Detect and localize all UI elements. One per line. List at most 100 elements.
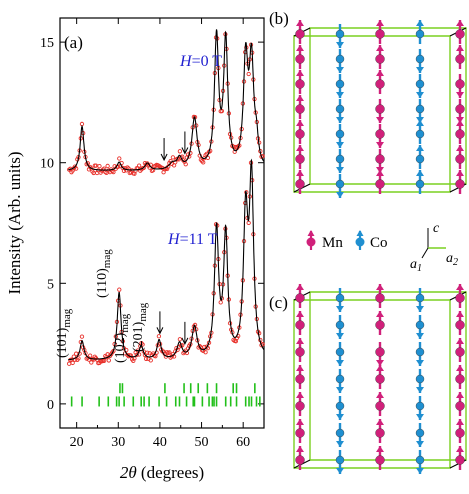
axis-ticks: 20 30 40 50 60 0 5 10 15: [40, 18, 265, 450]
co-atom: [415, 347, 425, 357]
mn-spin-head: [296, 338, 304, 344]
co-spin-head: [336, 42, 344, 48]
co-spin-head: [336, 441, 344, 447]
mn-atom: [455, 374, 465, 384]
mn-spin-head: [456, 419, 464, 425]
legend-co-arrow-head: [356, 230, 364, 236]
mn-spin-head: [456, 338, 464, 344]
co-atom: [335, 428, 345, 438]
co-atom: [415, 428, 425, 438]
axis-c-label: c: [433, 221, 440, 236]
co-atom: [415, 293, 425, 303]
legend: Mn Co c a1 a2: [306, 221, 458, 274]
mn-spin-head: [376, 365, 384, 371]
legend-co-label: Co: [370, 235, 388, 251]
mn-atom: [455, 104, 465, 114]
mn-spin-head: [376, 170, 384, 176]
observed-point: [218, 300, 223, 305]
mn-spin-head: [296, 70, 304, 76]
observed-point: [111, 169, 116, 175]
co-atom: [415, 129, 425, 139]
unit-cell-face: [309, 291, 467, 461]
co-spin-head: [416, 92, 424, 98]
observed-point: [79, 334, 85, 339]
co-spin-head: [336, 67, 344, 73]
annotation-110: (110)mag: [95, 249, 113, 298]
mn-spin-head: [376, 117, 384, 123]
y-tick-label: 0: [47, 398, 54, 413]
x-tick-label: 30: [111, 435, 125, 450]
co-atom: [335, 79, 345, 89]
co-spin-head: [336, 167, 344, 173]
observed-point: [148, 358, 153, 363]
observed-point: [117, 287, 122, 292]
mn-spin-head: [456, 365, 464, 371]
co-spin-head: [416, 20, 424, 26]
mn-atom: [295, 320, 305, 330]
observed-point: [70, 360, 75, 366]
mn-spin-head: [296, 20, 304, 26]
observed-point: [101, 358, 107, 363]
unit-cell-face: [293, 299, 451, 469]
co-atom: [415, 29, 425, 39]
mn-spin-head: [296, 284, 304, 290]
mn-atom: [375, 347, 385, 357]
observed-point: [246, 71, 251, 77]
mn-spin-head: [376, 311, 384, 317]
co-spin-head: [336, 192, 344, 198]
mn-spin-head: [296, 446, 304, 452]
mn-spin-head: [456, 92, 464, 98]
co-atom: [415, 54, 425, 64]
legend-mn-arrow-head: [307, 230, 315, 236]
observed-point: [87, 353, 93, 358]
mn-atom: [455, 79, 465, 89]
mn-spin-head: [456, 311, 464, 317]
observed-point: [145, 350, 150, 355]
co-spin-head: [416, 387, 424, 393]
co-spin-head: [336, 142, 344, 148]
co-spin-head: [416, 468, 424, 474]
co-atom: [415, 104, 425, 114]
mn-atom: [455, 347, 465, 357]
co-spin-head: [336, 117, 344, 123]
observed-point: [153, 354, 158, 359]
co-spin-head: [416, 170, 424, 176]
observed-point: [136, 163, 142, 168]
mn-spin-head: [296, 120, 304, 126]
mn-spin-head: [376, 360, 384, 366]
x-tick-label: 60: [236, 435, 250, 450]
axis-a1-line: [421, 247, 429, 259]
observed-point: [106, 358, 111, 363]
mn-spin-head: [376, 419, 384, 425]
observed-point: [141, 165, 146, 171]
observed-point: [201, 160, 206, 165]
mn-atom: [455, 154, 465, 164]
panel-c-label: (c): [269, 293, 288, 312]
co-spin-head: [416, 306, 424, 312]
observed-point: [97, 163, 102, 169]
co-spin-head: [336, 360, 344, 366]
mn-spin-head: [456, 392, 464, 398]
mn-atom: [295, 54, 305, 64]
x-tick-label: 20: [70, 435, 84, 450]
annotation-101: (101)mag: [55, 308, 73, 358]
pattern-curves: [67, 29, 265, 366]
mn-atom: [295, 455, 305, 465]
co-atom: [415, 320, 425, 330]
observed-point: [140, 342, 145, 347]
observed-point: [177, 149, 183, 154]
mn-atom: [375, 29, 385, 39]
observed-point: [89, 360, 94, 365]
plot-frame: [59, 17, 265, 429]
mn-atom: [375, 455, 385, 465]
annotation-201: (201)mag: [131, 302, 149, 352]
co-spin-head: [416, 145, 424, 151]
mn-atom: [295, 179, 305, 189]
co-atom: [415, 374, 425, 384]
structure-b: (b): [269, 9, 467, 198]
co-atom: [335, 347, 345, 357]
mn-atom: [375, 179, 385, 189]
mn-spin-head: [296, 95, 304, 101]
mn-spin-head: [296, 170, 304, 176]
